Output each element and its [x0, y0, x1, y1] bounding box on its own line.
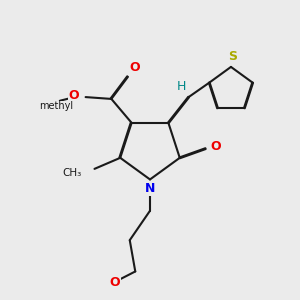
Text: O: O	[68, 89, 79, 102]
Text: O: O	[211, 140, 221, 153]
Text: H: H	[177, 80, 186, 92]
Text: CH₃: CH₃	[62, 167, 82, 178]
Text: methyl: methyl	[39, 101, 73, 111]
Text: N: N	[145, 182, 155, 195]
Text: O: O	[110, 276, 120, 289]
Text: O: O	[129, 61, 140, 74]
Text: S: S	[228, 50, 237, 63]
